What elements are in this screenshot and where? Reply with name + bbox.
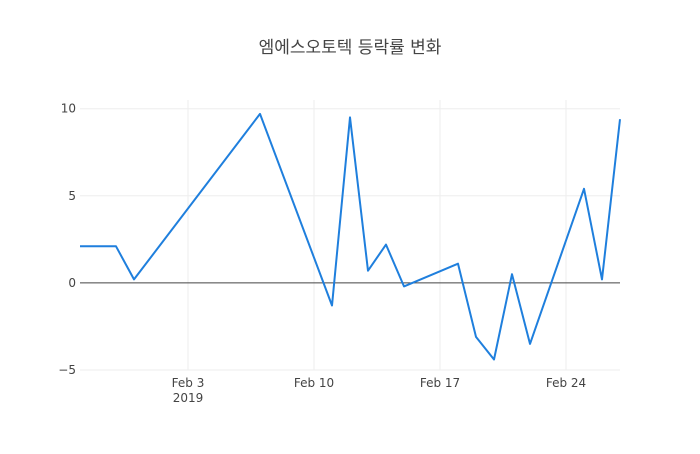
y-tick-label: 0 — [68, 276, 76, 290]
x-tick-label: Feb 10 — [294, 376, 334, 390]
chart-title: 엠에스오토텍 등락률 변화 — [0, 33, 700, 58]
x-tick-label: Feb 17 — [420, 376, 460, 390]
y-tick-label: −5 — [58, 363, 76, 377]
y-tick-label: 5 — [68, 189, 76, 203]
x-tick-sublabel: 2019 — [173, 391, 204, 405]
series-line — [80, 114, 620, 360]
y-tick-label: 10 — [61, 102, 76, 116]
x-tick-label: Feb 24 — [546, 376, 586, 390]
x-tick-label: Feb 3 — [172, 376, 205, 390]
